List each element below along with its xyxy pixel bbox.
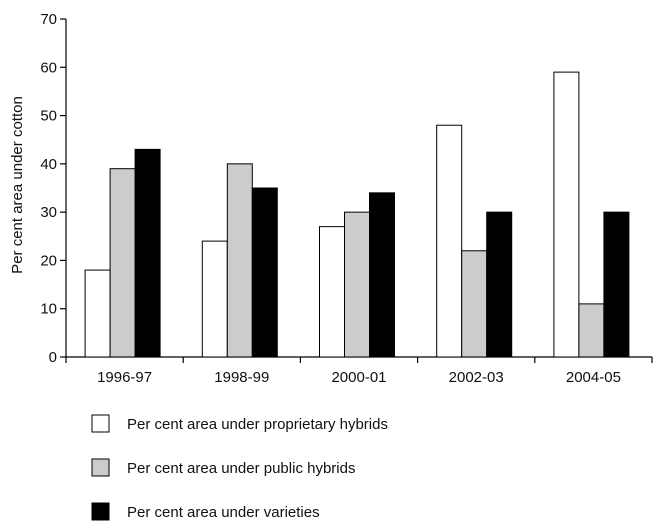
- y-tick-label: 70: [40, 11, 57, 28]
- y-tick-label: 20: [40, 252, 57, 269]
- legend-label: Per cent area under public hybrids: [127, 460, 355, 477]
- bar-public-hybrids: [226, 163, 253, 358]
- y-tick-label: 60: [40, 59, 57, 76]
- y-axis-title: Per cent area under cotton: [9, 96, 26, 274]
- y-tick-label: 40: [40, 156, 57, 173]
- bar-public-hybrids: [461, 250, 488, 358]
- legend-label: Per cent area under proprietary hybrids: [127, 416, 388, 433]
- bar-public-hybrids: [109, 168, 136, 358]
- legend-swatch: [91, 458, 110, 477]
- bar-public-hybrids: [578, 303, 605, 358]
- x-tick-label: 2004-05: [566, 369, 621, 386]
- legend: Per cent area under proprietary hybrids P…: [91, 414, 388, 521]
- bar-varieties: [486, 211, 513, 358]
- y-tick-label: 30: [40, 204, 57, 221]
- bar-varieties: [134, 148, 161, 358]
- y-tick-label: 0: [49, 349, 57, 366]
- y-tick-label: 10: [40, 301, 57, 318]
- bar-varieties: [603, 211, 630, 358]
- bar-proprietary-hybrids: [319, 226, 345, 358]
- bar-proprietary-hybrids: [201, 240, 228, 358]
- plot-area: 0 10 20 30 40 50 60 70 1996-97 1998-99 2000-01 2002…: [40, 11, 653, 386]
- bar-proprietary-hybrids: [436, 124, 463, 358]
- legend-swatch: [91, 414, 110, 433]
- bar-varieties: [369, 192, 395, 358]
- bar-public-hybrids: [344, 211, 370, 358]
- x-tick-label: 1996-97: [97, 369, 152, 386]
- bar-proprietary-hybrids: [553, 71, 580, 358]
- x-tick-label: 1998-99: [214, 369, 269, 386]
- y-tick-label: 50: [40, 108, 57, 125]
- x-tick-label: 2002-03: [449, 369, 504, 386]
- legend-label: Per cent area under varieties: [127, 504, 320, 521]
- legend-swatch: [91, 502, 110, 521]
- bar-varieties: [251, 187, 278, 358]
- x-tick-label: 2000-01: [331, 369, 386, 386]
- bar-proprietary-hybrids: [84, 269, 111, 358]
